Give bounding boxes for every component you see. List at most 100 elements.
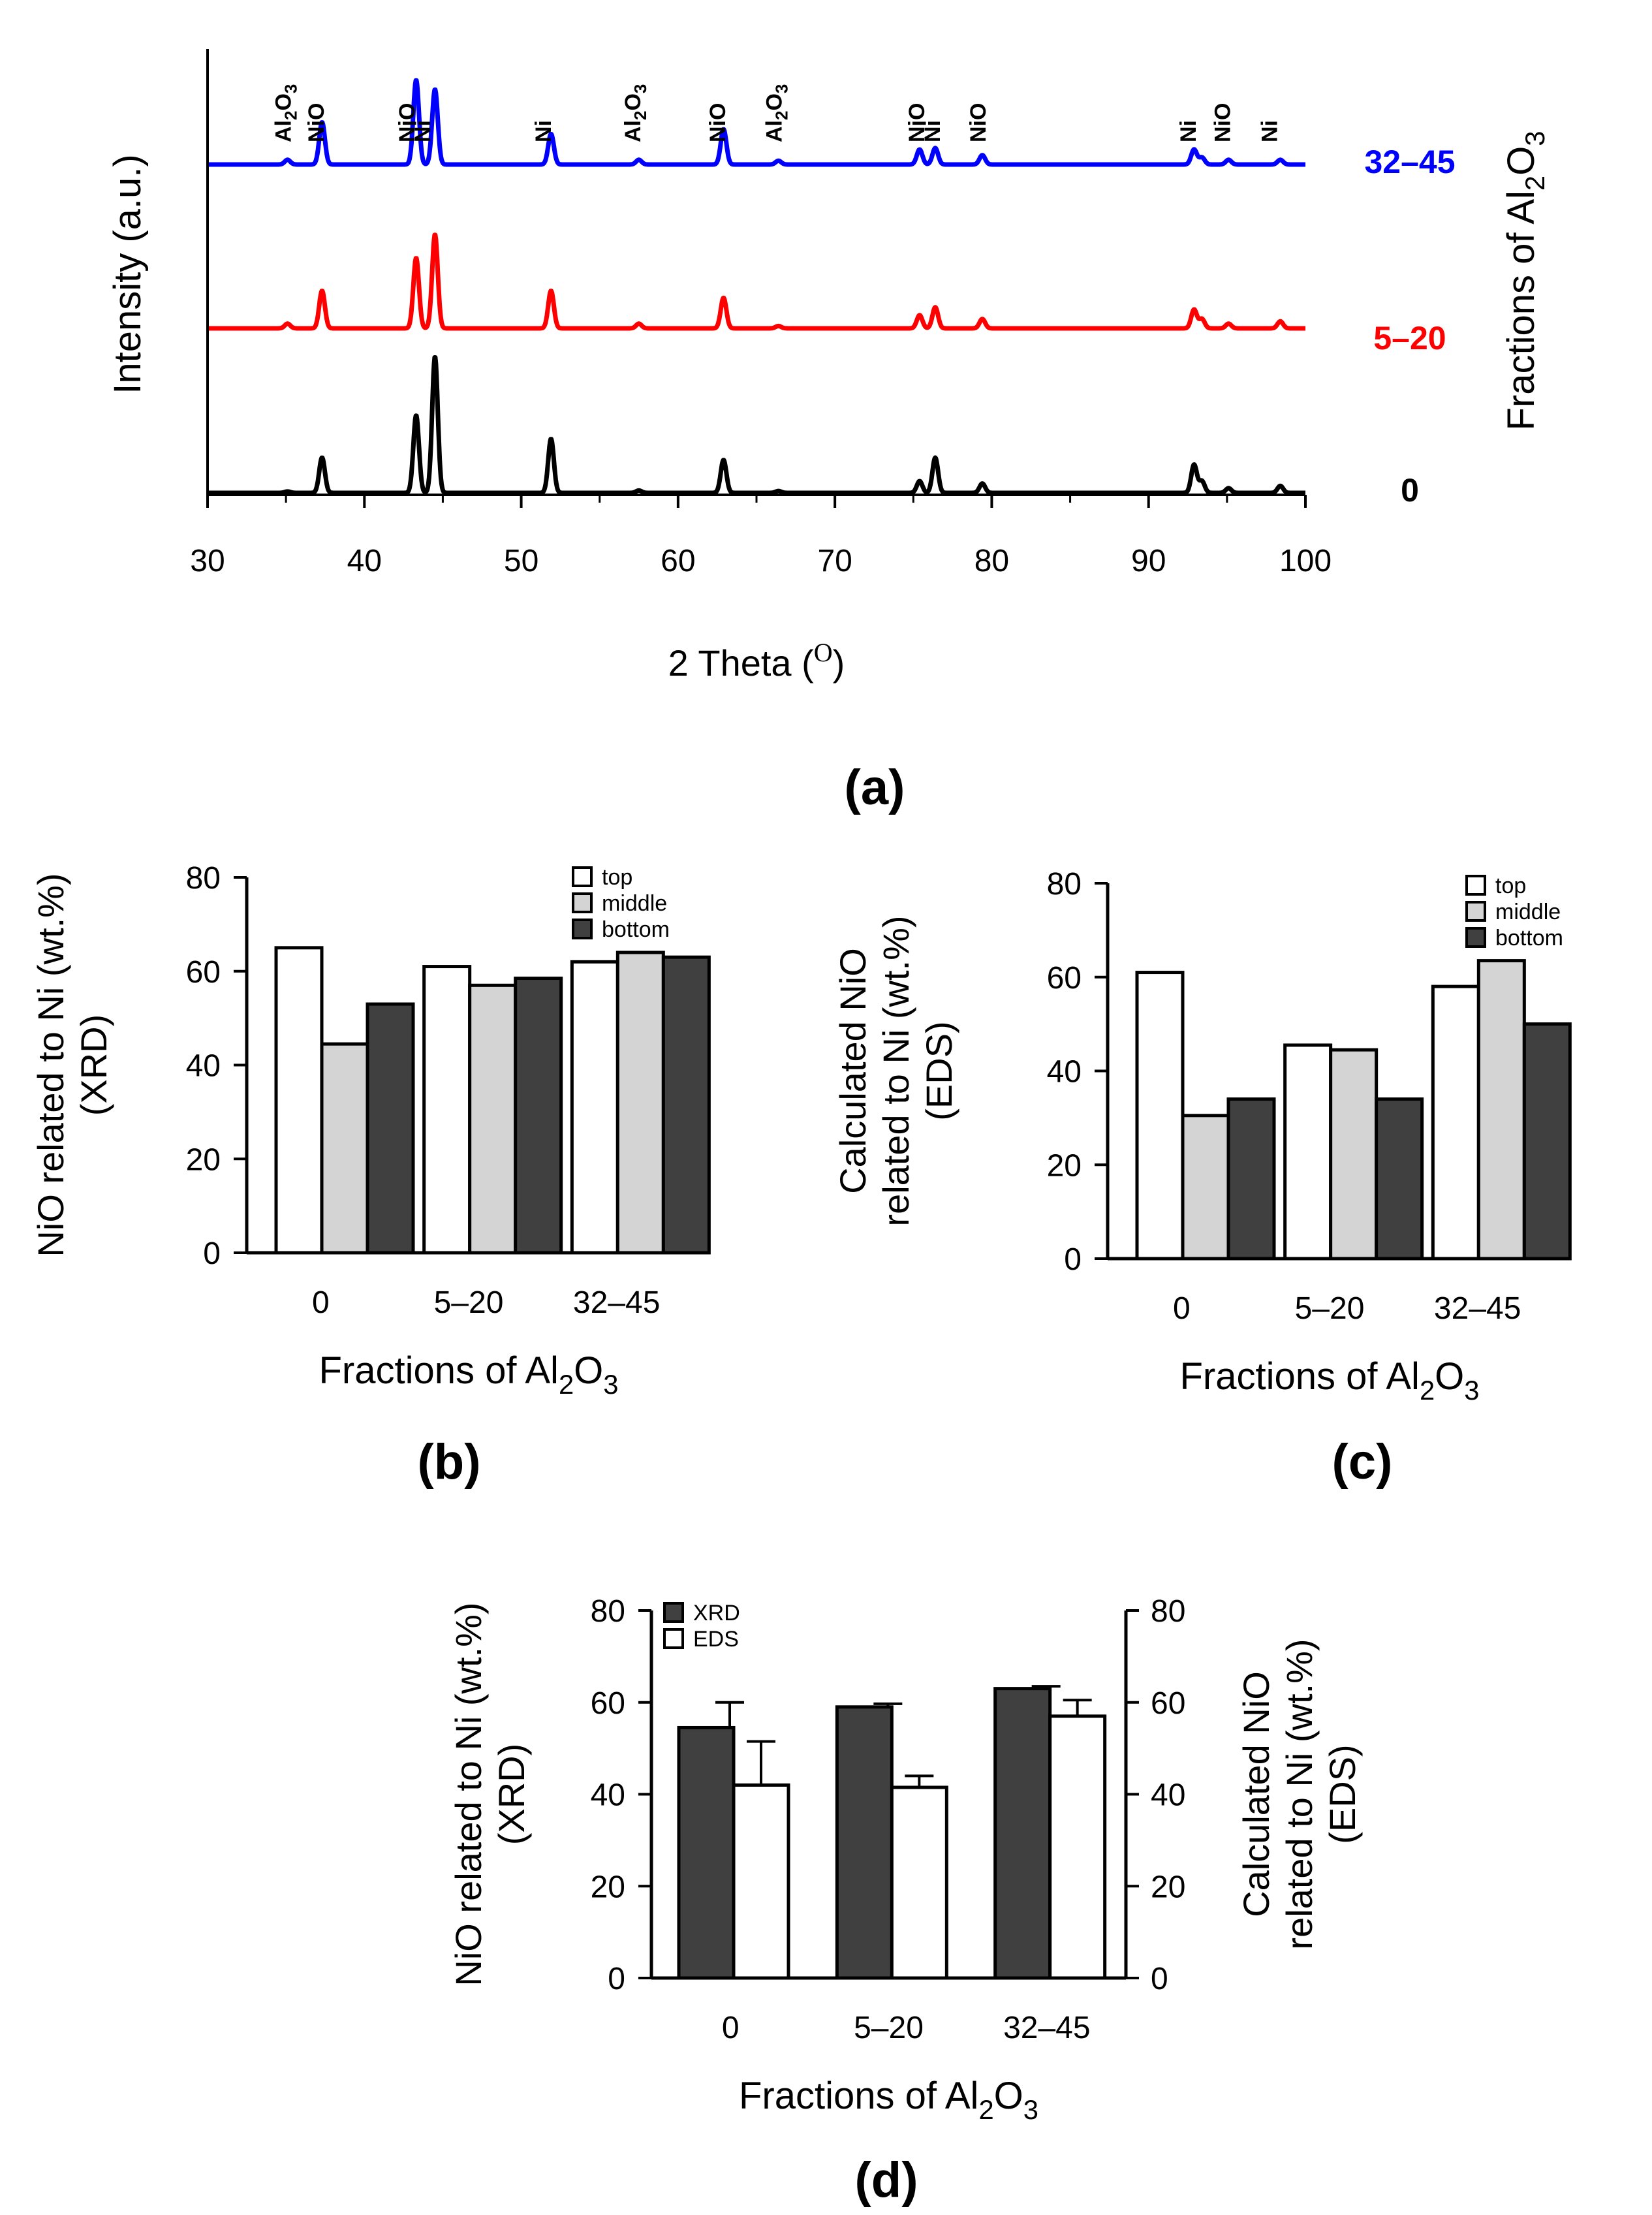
xrd-peak-annotation: NiO — [395, 103, 420, 142]
xrd-right-axis-title-sub: 3 — [1520, 131, 1550, 146]
bar-chart-c: 0 20 40 60 80 0 5–20 32–45 Calculated NiOrelated… — [832, 867, 1572, 1490]
bar-y2-axis-title: Calculated NiOrelated to Ni (wt.%)(EDS) — [1236, 1639, 1363, 1949]
xrd-x-tick-label: 30 — [190, 544, 225, 578]
xrd-peak-annotation-part: O — [621, 93, 646, 110]
xrd-series-label: 0 — [1401, 472, 1419, 509]
legend-swatch-EDS — [663, 1628, 684, 1649]
xrd-peak-annotation: Al2O3 — [621, 84, 650, 142]
panel-label-c: (c) — [1332, 1434, 1393, 1490]
legend-label: top — [1495, 873, 1526, 898]
bar-x-axis-title-mid: O — [994, 2075, 1023, 2117]
bar-XRD — [835, 1705, 894, 1980]
bar-y2-tick-label: 80 — [1151, 1594, 1185, 1629]
bar-y-tick-label: 60 — [591, 1686, 625, 1721]
bar-y-tick-label: 80 — [186, 861, 221, 896]
legend-label: bottom — [1495, 926, 1563, 950]
xrd-peak-annotation-part: NiO — [395, 103, 420, 142]
xrd-peak-annotation-part: 3 — [771, 84, 791, 93]
xrd-peak-annotation: NiO — [966, 103, 991, 142]
bar-EDS — [890, 1785, 948, 1980]
xrd-peak-annotation-part: 2 — [281, 111, 300, 120]
xrd-x-axis-title-text: 2 Theta ( — [668, 642, 814, 683]
bar-x-axis-title-prefix: Fractions of Al — [1179, 1355, 1419, 1398]
xrd-x-tick-label: 50 — [504, 544, 538, 578]
legend-swatch-top — [1465, 875, 1486, 896]
bar-x-axis-title: Fractions of Al2O3 — [319, 1349, 618, 1400]
bar-x-axis-title-prefix: Fractions of Al — [739, 2075, 978, 2117]
bar-top — [1431, 984, 1480, 1261]
bar-x-axis-title-sub: 3 — [1464, 1375, 1479, 1406]
legend-label: top — [602, 865, 632, 890]
xrd-x-axis-title: 2 Theta (O) — [668, 638, 845, 683]
xrd-x-tick-label: 60 — [661, 544, 695, 578]
bar-y-axis-title-line: Calculated NiO — [832, 948, 873, 1194]
bar-middle — [468, 983, 518, 1255]
bar-bottom — [661, 955, 711, 1255]
xrd-right-axis-title-sub: 2 — [1520, 176, 1550, 191]
bar-y-tick-label: 0 — [1064, 1242, 1082, 1277]
legend-label: XRD — [693, 1601, 740, 1626]
xrd-peak-annotation-part: Ni — [531, 120, 556, 142]
bar-middle — [1476, 959, 1526, 1261]
xrd-peak-annotation-part: 2 — [771, 111, 791, 120]
bar-y-tick-label: 60 — [186, 955, 221, 990]
legend-swatch-top — [572, 866, 593, 887]
legend-label: middle — [602, 891, 667, 916]
panel-label-a: (a) — [845, 760, 905, 815]
bar-y-tick-label: 20 — [1047, 1148, 1082, 1183]
xrd-x-tick-label: 70 — [817, 544, 852, 578]
xrd-peak-annotation-part: Al — [621, 120, 646, 142]
bar-category-label: 0 — [312, 1285, 330, 1320]
bar-x-axis-title: Fractions of Al2O3 — [1179, 1355, 1479, 1406]
xrd-peak-annotation: NiO — [304, 103, 329, 142]
bar-chart-d: 0 20 40 60 80 0 20 40 60 80 0 5–20 32–45 NiO related … — [448, 1594, 1363, 2208]
xrd-series-line — [206, 355, 1307, 495]
bar-x-axis-title-sub: 3 — [603, 1369, 618, 1400]
bar-top — [1283, 1043, 1333, 1261]
xrd-peak-annotation-part: NiO — [905, 103, 929, 142]
xrd-peak-annotation: Ni — [920, 120, 945, 142]
bar-y-tick-label: 40 — [1047, 1055, 1082, 1090]
bar-y-tick-label: 60 — [1047, 961, 1082, 996]
bar-category-label: 5–20 — [854, 2011, 924, 2045]
xrd-x-axis-title-close: ) — [833, 642, 845, 683]
xrd-x-axis-title-unit: O — [814, 638, 833, 667]
bar-middle — [616, 950, 665, 1255]
bar-y-axis-title-line: (XRD) — [73, 1014, 114, 1116]
bar-category-label: 5–20 — [1295, 1291, 1365, 1326]
xrd-peak-annotation-part: 3 — [631, 84, 650, 93]
xrd-peak-annotation-part: Al — [271, 120, 296, 142]
bar-EDS — [1048, 1714, 1107, 1980]
xrd-peak-annotation-part: Al — [762, 120, 787, 142]
legend-swatch-XRD — [663, 1602, 684, 1623]
xrd-peak-annotation: Ni — [411, 120, 435, 142]
bar-y-axis-title: Calculated NiOrelated to Ni (wt.%)(EDS) — [832, 915, 959, 1226]
bar-y-tick-label: 20 — [186, 1142, 221, 1177]
bar-category-label: 32–45 — [1434, 1291, 1521, 1326]
legend-swatch-middle — [1465, 901, 1486, 922]
xrd-peak-annotation-part: Ni — [920, 120, 945, 142]
xrd-y-axis-title: Intensity (a.u.) — [106, 154, 149, 394]
bar-y2-tick-label: 60 — [1151, 1686, 1185, 1721]
bar-top — [422, 965, 472, 1255]
xrd-series-label: 5–20 — [1373, 320, 1446, 356]
bar-XRD — [677, 1725, 736, 1980]
xrd-x-tick-label: 90 — [1131, 544, 1166, 578]
bar-x-axis-title-mid: O — [1435, 1355, 1464, 1398]
xrd-peak-annotation-part: 3 — [281, 84, 300, 93]
legend-label: EDS — [693, 1627, 739, 1652]
xrd-peak-annotation-part: Ni — [1258, 120, 1283, 142]
xrd-peak-annotation-part: O — [271, 93, 296, 110]
bar-y-tick-label: 40 — [591, 1778, 625, 1813]
bar-y-axis-title-line: (XRD) — [491, 1744, 532, 1846]
bar-y-tick-label: 20 — [591, 1870, 625, 1904]
bar-category-label: 32–45 — [1003, 2011, 1090, 2045]
bar-top — [570, 960, 619, 1255]
bar-chart-b: 0 20 40 60 80 0 5–20 32–45 NiO related to Ni (wt… — [30, 861, 711, 1490]
xrd-peak-annotation-part: 2 — [631, 111, 650, 120]
xrd-peak-annotation-part: NiO — [304, 103, 329, 142]
bar-bottom — [1375, 1097, 1424, 1261]
bar-y2-axis-title-line: Calculated NiO — [1236, 1671, 1277, 1917]
